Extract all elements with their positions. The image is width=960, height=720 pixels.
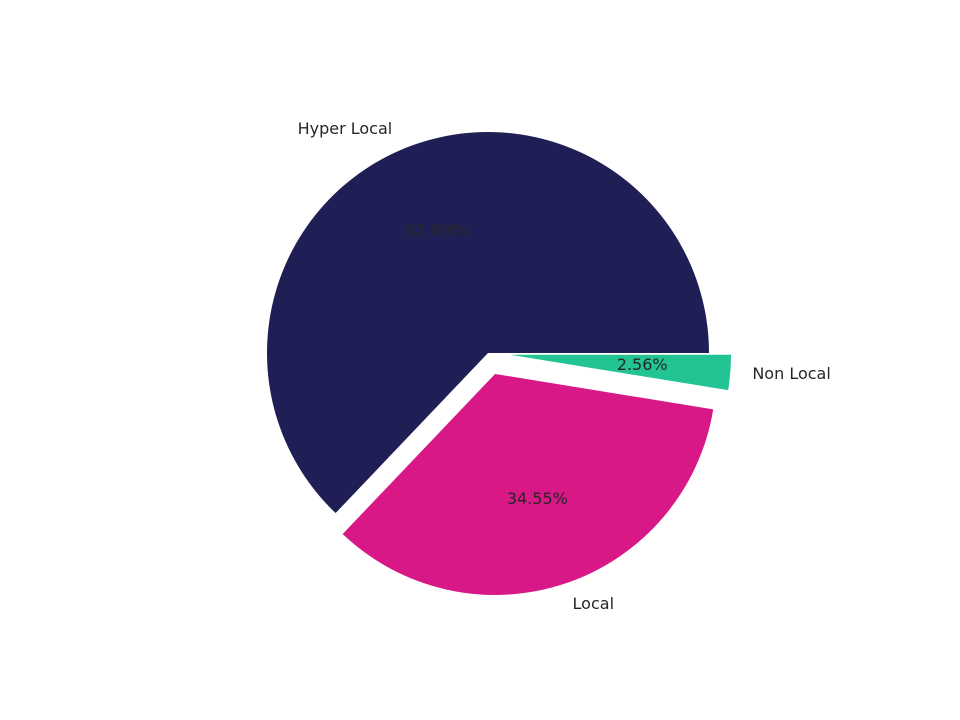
category-label: Hyper Local <box>298 119 393 138</box>
value-label: 62.89% <box>405 221 466 240</box>
value-label: 34.55% <box>507 489 568 508</box>
pie-wedge <box>510 354 732 391</box>
pie-wedge <box>267 132 709 514</box>
category-label: Non Local <box>752 364 830 383</box>
pie-wedge <box>342 373 714 595</box>
category-label: Local <box>573 594 614 613</box>
value-label: 2.56% <box>617 355 668 374</box>
